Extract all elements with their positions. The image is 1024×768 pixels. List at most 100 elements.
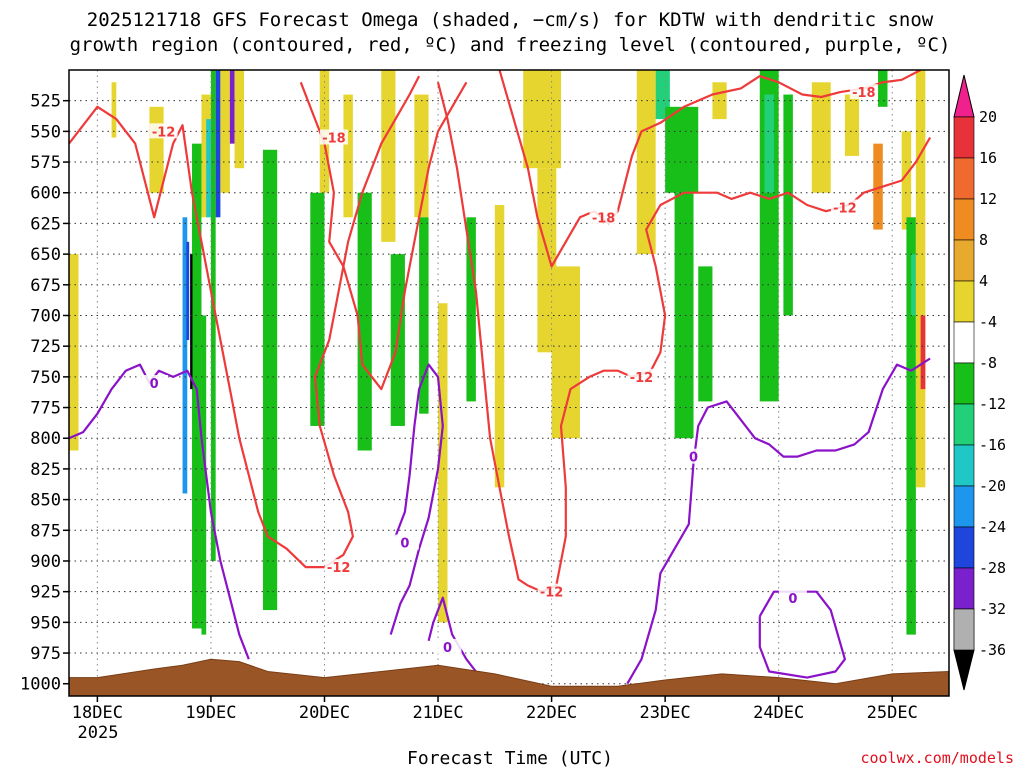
omega-band-19	[357, 192, 372, 451]
y-tick-label-4: 625	[30, 214, 61, 234]
purple-label-bg-3	[679, 448, 708, 464]
x-axis-ticks: 18DEC 19DEC 20DEC 21DEC 22DEC 23DEC 24DEC 25DEC	[72, 696, 918, 723]
colorbar-band-5	[953, 321, 975, 364]
x-axis-title: Forecast Time (UTC)	[407, 748, 613, 768]
purple-label-bg-1	[390, 534, 419, 550]
colorbar-band-3	[953, 239, 975, 282]
omega-band-25	[466, 217, 476, 402]
colorbar-band-8	[953, 444, 975, 487]
omega-band-18	[343, 94, 353, 218]
purple-contour-label-0: 0	[150, 377, 159, 392]
omega-band-11	[215, 70, 221, 218]
omega-band-27	[523, 70, 562, 169]
colorbar-label-6: -8	[979, 354, 997, 372]
colorbar-label-7: -12	[979, 395, 1006, 413]
omega-band-6	[206, 119, 211, 218]
purple-contour-2	[427, 596, 477, 673]
y-tick-label-10: 775	[30, 399, 61, 419]
omega-band-37	[764, 94, 774, 193]
y-tick-label-8: 725	[30, 337, 61, 357]
colorbar-label-5: -4	[979, 313, 997, 331]
y-tick-label-17: 950	[30, 613, 61, 633]
colorbar-label-8: -16	[979, 436, 1006, 454]
y-tick-label-16: 925	[30, 583, 61, 603]
omega-band-22	[414, 94, 429, 218]
colorbar-label-0: 20	[979, 108, 997, 126]
omega-band-0	[69, 254, 79, 451]
colorbar: 20 16 12 8 4 -4 -8 -12 -16 -20 -24 -28 -32 -36	[953, 74, 1006, 691]
y-tick-label-19: 1000	[20, 675, 61, 695]
colorbar-top-arrow	[953, 74, 975, 118]
red-contour-label-2: -12	[540, 586, 564, 601]
chart-title-line-1: 2025121718 GFS Forecast Omega (shaded, −…	[87, 9, 934, 31]
red-label-bg-7	[849, 84, 878, 100]
x-tick-label-7: 25DEC	[867, 703, 918, 723]
red-contour-6	[498, 70, 864, 268]
red-label-bg-0	[149, 123, 178, 139]
colorbar-label-2: 12	[979, 190, 997, 208]
colorbar-label-4: 4	[979, 272, 988, 290]
terrain-fill	[69, 658, 949, 696]
omega-band-24	[438, 303, 448, 623]
omega-band-39	[811, 82, 831, 193]
red-contour-3	[631, 191, 850, 378]
omega-band-1	[111, 82, 117, 138]
colorbar-band-4	[953, 280, 975, 323]
y-tick-label-11: 800	[30, 429, 61, 449]
red-contour-0	[69, 105, 325, 569]
colorbar-label-1: 16	[979, 149, 997, 167]
omega-band-14	[234, 70, 245, 169]
omega-band-30	[636, 70, 656, 255]
omega-band-17	[310, 192, 325, 426]
y-tick-label-18: 975	[30, 644, 61, 664]
x-tick-label-5: 23DEC	[640, 703, 691, 723]
purple-label-bg-2	[433, 638, 462, 654]
omega-band-38	[783, 94, 793, 316]
red-contour-label-7: -18	[852, 86, 876, 101]
x-year-label: 2025	[78, 723, 119, 743]
x-tick-label-3: 21DEC	[412, 703, 463, 723]
colorbar-label-13: -36	[979, 641, 1006, 659]
x-tick-label-6: 24DEC	[753, 703, 804, 723]
red-label-bg-5	[319, 129, 348, 145]
colorbar-label-3: 8	[979, 231, 988, 249]
freezing-level-contours: 0 0 0 0 0	[69, 357, 931, 685]
red-label-bg-6	[589, 209, 618, 225]
omega-band-9	[190, 254, 193, 390]
y-tick-label-6: 675	[30, 276, 61, 296]
red-label-bg-2	[537, 583, 566, 599]
omega-band-34	[698, 266, 713, 402]
y-tick-label-7: 700	[30, 306, 61, 326]
x-tick-label-1: 19DEC	[185, 703, 236, 723]
omega-band-45	[915, 70, 926, 488]
omega-band-20	[381, 70, 396, 242]
colorbar-band-0	[953, 116, 975, 159]
y-tick-label-1: 550	[30, 122, 61, 142]
y-tick-label-15: 900	[30, 552, 61, 572]
y-tick-label-13: 850	[30, 491, 61, 511]
chart-title-line-2: growth region (contoured, red, ºC) and f…	[70, 34, 951, 56]
red-contour-label-1: -12	[327, 561, 351, 576]
red-contour-label-0: -12	[152, 125, 176, 140]
y-tick-label-0: 525	[30, 92, 61, 112]
red-contour-label-4: -12	[833, 201, 857, 216]
plot-frame	[68, 69, 950, 697]
omega-band-43	[906, 217, 916, 635]
omega-band-8	[186, 241, 190, 341]
terrain-layer	[69, 658, 949, 696]
omega-band-42	[901, 131, 912, 230]
omega-band-13	[229, 70, 235, 144]
red-contour-5	[299, 81, 468, 391]
colorbar-label-11: -28	[979, 559, 1006, 577]
omega-band-15	[262, 149, 278, 611]
red-label-bg-3	[627, 368, 656, 384]
colorbar-label-9: -20	[979, 477, 1006, 495]
colorbar-band-6	[953, 362, 975, 405]
credit-text: coolwx.com/models	[860, 749, 1014, 767]
colorbar-band-7	[953, 403, 975, 446]
omega-band-40	[844, 94, 860, 156]
x-tick-label-0: 18DEC	[72, 703, 123, 723]
omega-band-41	[878, 70, 888, 107]
purple-contour-label-1: 0	[400, 537, 409, 552]
purple-label-bg-4	[778, 589, 807, 605]
